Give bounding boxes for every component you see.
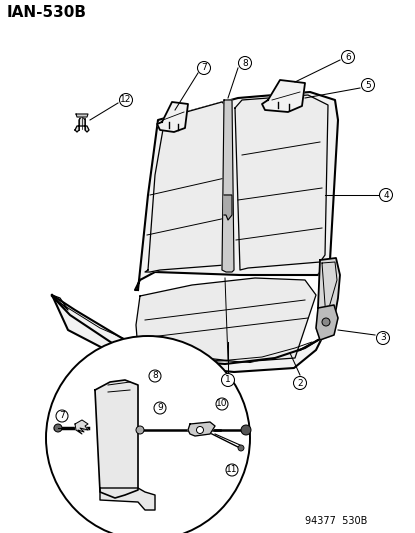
Text: 3: 3 — [380, 334, 386, 343]
Circle shape — [216, 398, 228, 410]
Text: 11: 11 — [226, 465, 238, 474]
Circle shape — [56, 410, 68, 422]
Circle shape — [241, 425, 251, 435]
Text: 8: 8 — [242, 59, 248, 68]
Circle shape — [154, 402, 166, 414]
Text: 7: 7 — [201, 63, 207, 72]
Circle shape — [361, 78, 374, 92]
Polygon shape — [52, 295, 322, 372]
Text: 12: 12 — [120, 95, 132, 104]
Text: 8: 8 — [152, 372, 158, 381]
Polygon shape — [157, 102, 188, 132]
Polygon shape — [224, 195, 232, 220]
Polygon shape — [76, 114, 88, 117]
Circle shape — [342, 51, 354, 63]
Polygon shape — [75, 117, 89, 132]
Text: 7: 7 — [59, 411, 65, 421]
Polygon shape — [95, 380, 138, 498]
Polygon shape — [188, 422, 215, 436]
Polygon shape — [316, 305, 338, 340]
Circle shape — [238, 445, 244, 451]
Circle shape — [136, 426, 144, 434]
Circle shape — [46, 336, 250, 533]
Circle shape — [120, 93, 132, 107]
Circle shape — [293, 376, 307, 390]
Text: IAN-530B: IAN-530B — [7, 5, 87, 20]
Circle shape — [376, 332, 390, 344]
Text: 5: 5 — [365, 80, 371, 90]
Circle shape — [196, 426, 203, 433]
Circle shape — [222, 374, 234, 386]
Text: 1: 1 — [225, 376, 231, 384]
Circle shape — [226, 464, 238, 476]
Circle shape — [322, 318, 330, 326]
Polygon shape — [136, 278, 316, 362]
Circle shape — [54, 424, 62, 432]
Text: 2: 2 — [297, 378, 303, 387]
Circle shape — [198, 61, 210, 75]
Polygon shape — [135, 92, 338, 290]
Polygon shape — [235, 95, 328, 270]
Polygon shape — [75, 420, 88, 434]
Text: 10: 10 — [216, 400, 228, 408]
Circle shape — [239, 56, 251, 69]
Text: 94377  530B: 94377 530B — [305, 516, 367, 526]
Text: 4: 4 — [383, 190, 389, 199]
Polygon shape — [100, 488, 155, 510]
Polygon shape — [145, 102, 228, 272]
Text: 9: 9 — [157, 403, 163, 413]
Polygon shape — [318, 258, 340, 322]
Polygon shape — [262, 80, 305, 112]
Polygon shape — [222, 100, 234, 272]
Text: 6: 6 — [345, 52, 351, 61]
Circle shape — [149, 370, 161, 382]
Circle shape — [379, 189, 393, 201]
